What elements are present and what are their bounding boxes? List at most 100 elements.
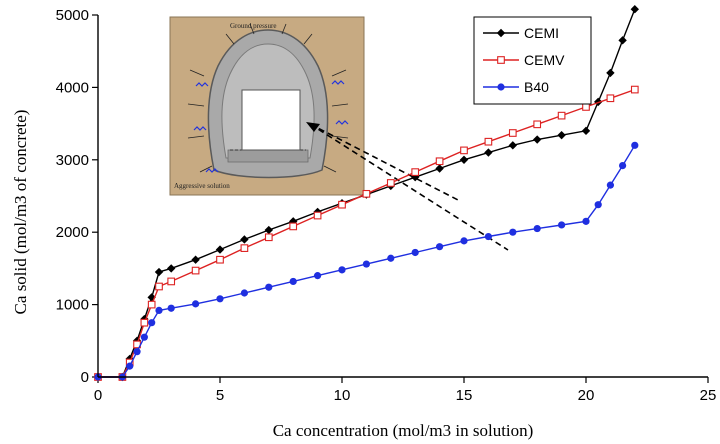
- data-point-cemi: [215, 245, 225, 254]
- tunnel-inset-image: Ground pressure Aggressive solution: [169, 16, 365, 196]
- data-point-cemv: [508, 129, 517, 137]
- y-tick-label: 3000: [56, 152, 89, 169]
- data-point-b40: [240, 289, 248, 297]
- axis-ticks: [92, 14, 709, 383]
- x-tick-label: 5: [216, 387, 224, 404]
- data-point-cemv: [264, 233, 273, 242]
- data-point-cemi: [484, 148, 493, 157]
- data-point-b40: [411, 248, 419, 257]
- data-point-cemv: [582, 103, 590, 111]
- data-point-b40: [387, 254, 395, 262]
- legend-label-cemi: CEMI: [524, 25, 559, 41]
- data-point-cemi: [154, 267, 164, 277]
- data-point-b40: [265, 283, 273, 291]
- legend-swatch-marker: [496, 28, 506, 38]
- data-point-b40: [484, 232, 492, 241]
- data-point-cemi: [191, 255, 200, 264]
- data-point-cemv: [435, 157, 444, 166]
- data-point-cemv: [362, 189, 371, 198]
- series-cemv: [94, 85, 639, 381]
- dashed-pointer-arrows: [309, 123, 509, 251]
- data-point-cemv: [155, 282, 163, 291]
- data-point-b40: [155, 306, 163, 314]
- data-point-cemv: [533, 120, 542, 129]
- inset-label-aggressive-solution: Aggressive solution: [174, 182, 230, 190]
- legend-item-cemi: CEMI: [483, 25, 559, 41]
- x-tick-label: 25: [700, 387, 717, 404]
- data-point-cemv: [289, 222, 298, 231]
- tunnel-invert: [227, 149, 309, 163]
- data-point-cemv: [411, 168, 420, 176]
- data-point-cemi: [533, 135, 542, 144]
- data-point-cemv: [484, 137, 493, 146]
- data-point-b40: [126, 362, 134, 370]
- inset-label-ground-pressure: Ground pressure: [230, 22, 276, 30]
- data-point-cemi: [167, 264, 176, 273]
- data-point-b40: [533, 224, 541, 233]
- data-point-b40: [167, 304, 175, 312]
- data-point-b40: [436, 243, 444, 251]
- data-point-b40: [314, 272, 322, 280]
- data-point-cemv: [630, 85, 639, 94]
- data-point-cemv: [216, 255, 224, 264]
- data-point-b40: [631, 141, 639, 149]
- pointer-arrow-upper: [309, 123, 459, 201]
- data-point-cemi: [606, 68, 615, 78]
- data-point-cemi: [240, 235, 249, 244]
- data-point-cemv: [338, 200, 346, 209]
- data-point-cemi: [618, 36, 627, 45]
- data-point-b40: [133, 348, 141, 356]
- data-point-cemv: [140, 318, 149, 327]
- data-point-cemv: [313, 211, 322, 220]
- legend-item-b40: B40: [483, 79, 549, 95]
- legend-label-cemv: CEMV: [524, 52, 565, 68]
- y-axis-title: Ca solid (mol/m3 of concrete): [11, 110, 30, 315]
- data-point-b40: [289, 277, 297, 286]
- data-point-b40: [460, 237, 468, 245]
- legend-swatch-marker: [497, 83, 505, 91]
- legend-swatch-marker: [497, 56, 505, 64]
- data-point-cemi: [557, 130, 566, 140]
- data-point-b40: [216, 295, 224, 303]
- x-tick-label: 15: [456, 387, 473, 404]
- series-b40: [94, 141, 639, 381]
- data-point-b40: [509, 228, 517, 236]
- y-tick-label: 4000: [56, 79, 89, 96]
- axis-tick-labels: 0 5 10 15 20 25 0 1000 2000 3000 4000 5000: [56, 7, 717, 404]
- legend-item-cemv: CEMV: [483, 52, 565, 68]
- series-layer: [93, 5, 639, 382]
- data-point-cemi: [435, 164, 444, 173]
- x-tick-label: 10: [334, 387, 351, 404]
- data-point-cemv: [147, 300, 156, 309]
- pressure-arrows: [187, 23, 349, 173]
- data-point-cemv: [167, 277, 176, 286]
- data-point-cemi: [508, 141, 517, 150]
- aggressive-solution-waves: [193, 80, 349, 173]
- data-point-cemv: [386, 179, 395, 187]
- x-tick-label: 20: [578, 387, 595, 404]
- data-point-cemv: [191, 266, 200, 275]
- data-point-cemv: [240, 244, 249, 252]
- legend: CEMI CEMV B40: [473, 16, 592, 105]
- data-point-b40: [192, 300, 200, 308]
- y-tick-label: 1000: [56, 297, 89, 314]
- y-tick-label: 2000: [56, 224, 89, 241]
- data-point-cemi: [630, 5, 639, 14]
- x-axis-title: Ca concentration (mol/m3 in solution): [273, 421, 534, 440]
- y-tick-label: 5000: [56, 7, 89, 24]
- pointer-arrowhead: [306, 122, 320, 132]
- data-point-b40: [558, 221, 566, 229]
- data-point-b40: [606, 181, 615, 189]
- data-point-b40: [140, 333, 148, 341]
- legend-label-b40: B40: [524, 79, 549, 95]
- data-point-cemi: [459, 155, 469, 164]
- data-point-b40: [338, 266, 346, 274]
- data-point-cemv: [557, 111, 566, 120]
- data-point-b40: [594, 201, 602, 209]
- x-tick-label: 0: [94, 387, 102, 404]
- data-point-b40: [362, 260, 370, 268]
- data-point-cemi: [264, 225, 273, 235]
- data-point-b40: [148, 319, 156, 327]
- data-point-b40: [582, 217, 590, 225]
